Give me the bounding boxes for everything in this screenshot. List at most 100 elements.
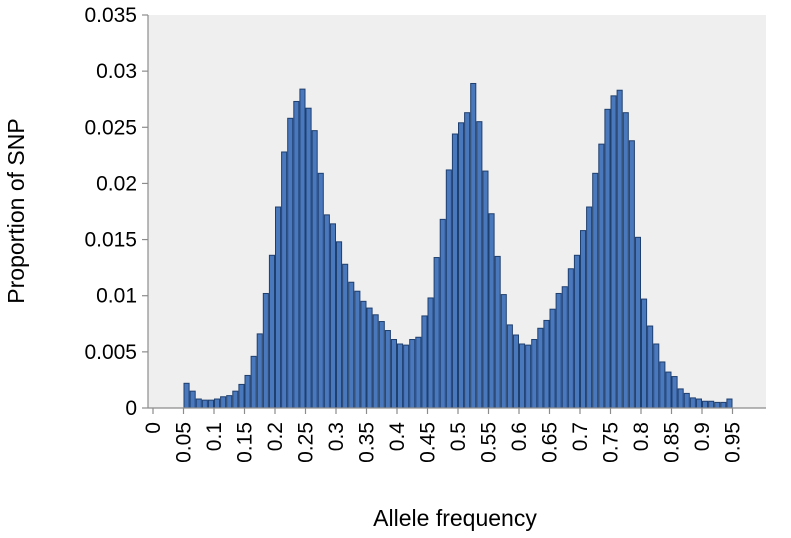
histogram-bar: [329, 223, 336, 409]
histogram-bar: [470, 82, 477, 409]
y-tick-label: 0: [125, 397, 137, 420]
histogram-bar: [604, 108, 611, 409]
histogram-bar: [451, 133, 458, 409]
histogram-bar: [311, 130, 318, 409]
histogram-bar: [342, 263, 349, 409]
histogram-bar: [519, 343, 526, 409]
histogram-bar: [561, 286, 568, 409]
histogram-bar: [628, 140, 635, 409]
histogram-bar: [506, 324, 513, 409]
histogram-bar: [299, 88, 306, 409]
x-tick-label: 0.7: [569, 422, 592, 451]
histogram-bar: [268, 254, 275, 409]
histogram-bar: [458, 122, 465, 409]
histogram-bar: [695, 398, 703, 409]
histogram-bar: [250, 355, 257, 409]
histogram-bar: [647, 325, 654, 409]
histogram-bar: [360, 300, 367, 409]
x-tick-label: 0.3: [325, 422, 348, 451]
x-tick-label: 0.35: [356, 422, 379, 463]
x-tick-label: 0.5: [447, 422, 470, 451]
histogram-bar: [708, 400, 715, 409]
histogram-bar: [372, 314, 379, 409]
histogram-bar: [354, 290, 361, 409]
histogram-bar: [580, 230, 587, 409]
histogram-bar: [244, 374, 251, 409]
x-tick-label: 0.05: [173, 422, 196, 463]
x-tick-label: 0.55: [478, 422, 501, 463]
x-tick-label: 0.9: [691, 422, 714, 451]
histogram-bar: [433, 257, 440, 409]
histogram-bar: [714, 401, 721, 409]
y-axis-title: Proportion of SNP: [3, 118, 29, 303]
histogram-bar: [665, 371, 672, 409]
x-tick-label: 0.8: [630, 422, 653, 451]
x-tick-label: 0.25: [295, 422, 318, 463]
histogram-bar: [232, 390, 239, 409]
y-tick-label: 0.015: [84, 229, 137, 252]
y-tick-label: 0.005: [84, 341, 137, 364]
histogram-bar: [500, 294, 507, 409]
histogram-bar: [531, 339, 538, 409]
x-tick-label: 0.85: [661, 422, 684, 463]
histogram-bar: [653, 343, 660, 409]
x-axis-title: Allele frequency: [373, 505, 537, 531]
histogram-bar: [482, 170, 489, 409]
histogram-bar: [378, 321, 385, 409]
x-ticks-group: 0 0.05 0.1 0.15 0.2 0.25 0.3 0.35 0.4 0.45 0.5 0.55…: [142, 408, 745, 463]
histogram-bar: [622, 112, 629, 409]
y-tick-label: 0.035: [84, 4, 137, 27]
histogram-bar: [214, 398, 221, 409]
histogram-bar: [226, 395, 233, 409]
histogram-bar: [189, 390, 196, 409]
histogram-bar: [409, 339, 416, 409]
histogram-bar: [689, 397, 696, 409]
histogram-bar: [427, 297, 434, 409]
histogram-bar: [238, 383, 245, 409]
histogram-bar: [726, 398, 733, 409]
histogram-bar: [348, 281, 355, 409]
histogram-bar: [610, 95, 617, 409]
histogram-bar: [720, 401, 727, 409]
histogram-bar: [445, 169, 452, 409]
x-tick-label: 0: [142, 422, 165, 434]
histogram-bar: [537, 327, 544, 409]
histogram-bar: [702, 400, 709, 409]
histogram-bar: [598, 143, 605, 409]
x-tick-label: 0.6: [508, 422, 531, 451]
histogram-bar: [421, 315, 428, 409]
histogram-bar: [293, 100, 300, 409]
histogram-bar: [281, 151, 288, 409]
histogram-bar: [683, 392, 690, 409]
histogram-bar: [641, 298, 648, 409]
histogram-bar: [403, 344, 410, 409]
histogram-bar: [616, 89, 623, 409]
x-tick-label: 0.45: [417, 422, 440, 463]
x-tick-label: 0.65: [539, 422, 562, 463]
y-tick-label: 0.01: [96, 285, 137, 308]
histogram-bar: [567, 268, 574, 409]
histogram-bar: [439, 218, 446, 409]
x-tick-label: 0.15: [234, 422, 257, 463]
histogram-bar: [183, 382, 190, 409]
x-tick-label: 0.4: [386, 422, 409, 452]
histogram-bar: [275, 206, 282, 409]
histogram-bar: [262, 292, 269, 409]
histogram-bar: [207, 399, 214, 409]
histogram-bar: [464, 112, 471, 409]
histogram-bar: [287, 117, 294, 409]
histogram-bar: [397, 343, 404, 409]
y-tick-label: 0.025: [84, 116, 137, 139]
y-tick-label: 0.03: [96, 60, 137, 83]
histogram-bar: [317, 172, 324, 409]
histogram-bar: [366, 307, 373, 409]
x-tick-label: 0.95: [722, 422, 745, 463]
histogram-bar: [384, 330, 391, 409]
histogram-bar: [586, 206, 593, 409]
y-ticks-group: 0 0.005 0.01 0.015 0.02 0.025 0.03 0.035: [84, 4, 148, 420]
histogram-bar: [555, 292, 562, 409]
histogram-bar: [220, 396, 227, 409]
histogram-bar: [305, 107, 312, 409]
histogram-bar: [659, 361, 666, 409]
histogram-bar: [256, 333, 263, 409]
